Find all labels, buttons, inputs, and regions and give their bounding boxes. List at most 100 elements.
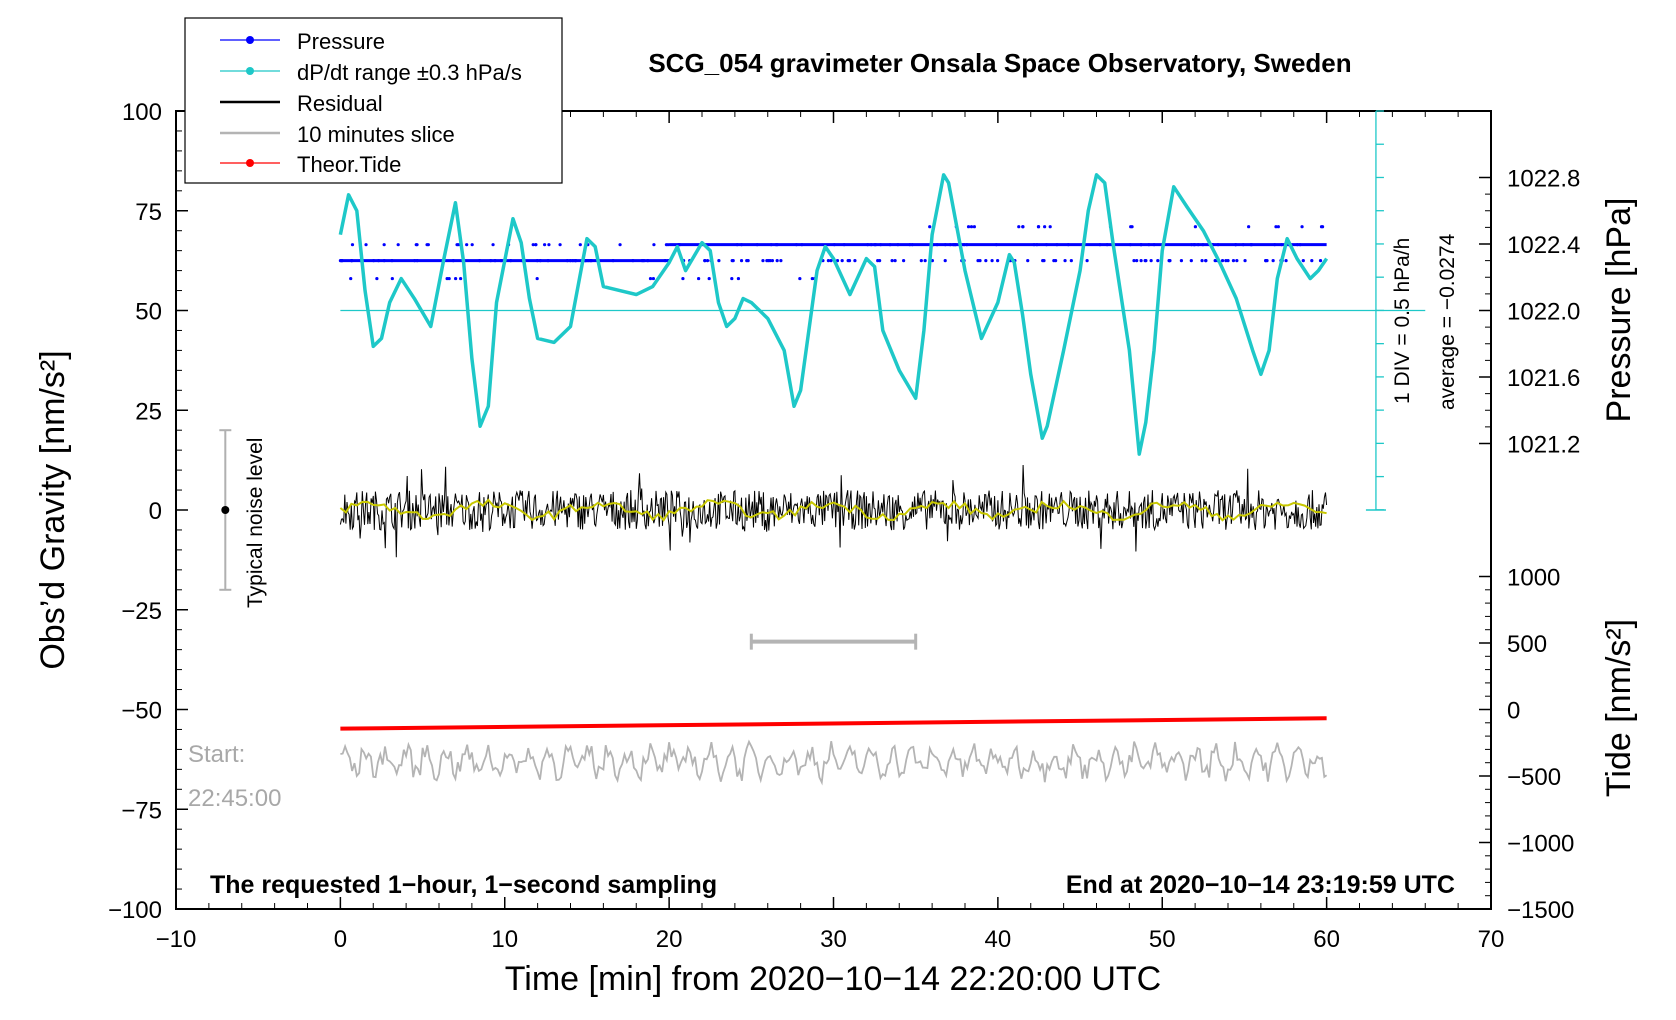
pressure-point	[451, 259, 455, 263]
pressure-point	[372, 259, 376, 263]
pressure-point	[1235, 259, 1239, 263]
pressure-tick-label: 1022.8	[1507, 166, 1580, 193]
pressure-point	[531, 243, 535, 247]
pressure-point	[902, 259, 906, 263]
pressure-point	[426, 243, 430, 247]
pressure-point	[1189, 259, 1193, 263]
div-annotation: 1 DIV = 0.5 hPa/h	[1391, 238, 1414, 404]
pressure-point	[1021, 225, 1025, 229]
pressure-point	[1234, 243, 1238, 247]
pressure-point	[465, 243, 469, 247]
y-axis-label-tide: Tide [nm/s²]	[1600, 619, 1638, 797]
pressure-point	[1213, 259, 1217, 263]
pressure-point	[1247, 225, 1251, 229]
pressure-tick-label: 1021.2	[1507, 432, 1580, 459]
pressure-point	[826, 259, 830, 263]
pressure-point	[640, 259, 644, 263]
pressure-point	[853, 259, 857, 263]
pressure-point	[1193, 225, 1197, 229]
pressure-point	[1066, 243, 1070, 247]
pressure-point	[1318, 259, 1323, 263]
pressure-point	[1048, 225, 1052, 229]
pressure-point	[375, 276, 379, 281]
pressure-point	[340, 259, 344, 263]
pressure-point	[376, 259, 381, 263]
pressure-point	[866, 243, 870, 247]
y-tick-label: 100	[122, 99, 162, 126]
pressure-point	[1139, 243, 1143, 247]
start-time: 22:45:00	[188, 785, 281, 812]
pressure-point	[765, 259, 769, 263]
pressure-point	[1273, 243, 1277, 247]
pressure-point	[739, 243, 744, 247]
pressure-point	[652, 243, 656, 247]
pressure-point	[1243, 259, 1247, 263]
pressure-point	[589, 259, 594, 263]
legend-marker-pressure	[246, 36, 254, 44]
pressure-point	[1220, 259, 1225, 263]
pressure-point	[984, 259, 988, 263]
x-tick-label: 30	[820, 926, 847, 953]
pressure-point	[1032, 243, 1036, 247]
pressure-point	[538, 259, 542, 263]
pressure-point	[935, 243, 939, 247]
pressure-point	[972, 225, 976, 229]
pressure-point	[832, 243, 836, 247]
pressure-point	[1044, 243, 1049, 247]
pressure-point	[574, 259, 578, 263]
pressure-point	[1264, 259, 1268, 263]
tide-series	[340, 716, 1327, 731]
pressure-point	[717, 259, 721, 263]
legend: Pressure dP/dt range ±0.3 hPa/s Residual…	[184, 17, 563, 184]
pressure-point	[1200, 259, 1204, 263]
legend-label-pressure: Pressure	[297, 29, 385, 54]
pressure-point	[1271, 259, 1275, 263]
start-label: Start:	[188, 741, 245, 768]
pressure-point	[966, 225, 971, 229]
legend-label-tide: Theor.Tide	[297, 152, 401, 177]
pressure-point	[994, 243, 998, 247]
pressure-point	[1320, 225, 1325, 229]
pressure-point	[1276, 225, 1280, 229]
pressure-point	[873, 243, 877, 247]
pressure-point	[1284, 259, 1288, 263]
pressure-point	[953, 243, 957, 247]
pressure-point	[568, 259, 572, 263]
pressure-point	[774, 243, 778, 247]
tide-tick-label: −1000	[1507, 831, 1574, 858]
pressure-point	[547, 243, 551, 247]
pressure-point	[1026, 259, 1030, 263]
pressure-point	[414, 243, 418, 247]
pressure-point	[1241, 243, 1245, 247]
chart-title: SCG_054 gravimeter Onsala Space Observat…	[648, 48, 1351, 78]
dpdt-series	[338, 173, 1329, 456]
pressure-point	[840, 259, 844, 263]
pressure-point	[611, 259, 615, 263]
pressure-point	[1204, 259, 1208, 263]
pressure-point	[888, 243, 892, 247]
pressure-point	[1156, 259, 1160, 263]
pressure-point	[1310, 259, 1314, 263]
pressure-point	[943, 259, 947, 263]
pressure-point	[382, 259, 386, 263]
pressure-point	[1085, 259, 1089, 263]
pressure-point	[1231, 259, 1236, 263]
tide-tick-label: −1500	[1507, 897, 1574, 924]
y-tick-label: −100	[108, 897, 162, 924]
pressure-tick-label: 1022.4	[1507, 232, 1580, 259]
pressure-point	[646, 259, 650, 263]
pressure-point	[705, 259, 710, 263]
pressure-point	[470, 243, 474, 247]
pressure-point	[1129, 225, 1133, 229]
pressure-point	[908, 243, 912, 247]
pressure-point	[978, 259, 982, 263]
pressure-point	[1042, 259, 1046, 263]
y-tick-label: 25	[135, 398, 162, 425]
x-tick-label: −10	[156, 926, 197, 953]
pressure-point	[770, 259, 775, 263]
x-tick-label: 70	[1478, 926, 1505, 953]
pressure-point	[390, 259, 394, 263]
pressure-point	[565, 259, 569, 263]
pressure-point	[664, 243, 669, 247]
pressure-point	[631, 259, 635, 263]
